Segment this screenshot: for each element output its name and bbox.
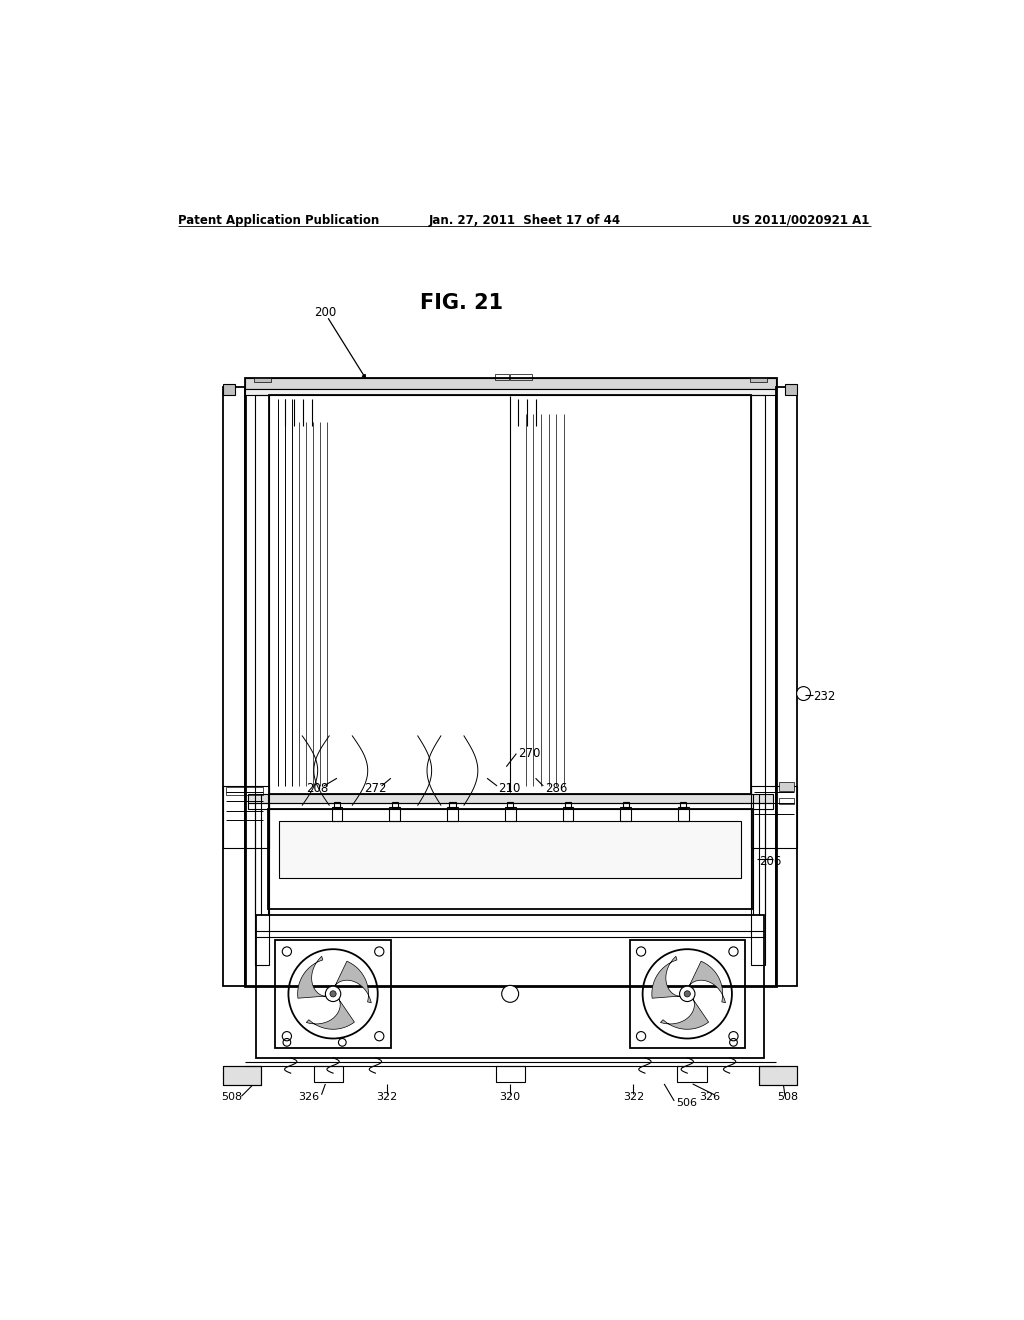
Polygon shape [298,956,330,998]
Text: US 2011/0020921 A1: US 2011/0020921 A1 [732,214,869,227]
Bar [256,915,764,1057]
Circle shape [680,986,695,1002]
Bar [779,781,795,792]
Text: 326: 326 [698,1092,720,1102]
Bar [496,1067,525,1081]
Text: 326: 326 [298,1092,319,1102]
Circle shape [326,986,341,1002]
Bar [223,1067,261,1085]
Bar [779,797,795,804]
Text: 270: 270 [518,747,541,760]
Bar [759,1067,798,1085]
Text: FIG. 21: FIG. 21 [420,293,503,313]
Bar [245,378,776,388]
Text: Patent Application Publication: Patent Application Publication [178,214,380,227]
Bar [680,803,686,808]
Text: 232: 232 [813,689,836,702]
Text: 508: 508 [777,1092,799,1102]
Bar [332,807,342,821]
Text: 508: 508 [221,1092,243,1102]
Bar [255,395,269,965]
Bar [562,807,573,821]
Bar [450,803,456,808]
Bar [280,821,741,878]
Bar [223,785,269,847]
Text: Jan. 27, 2011  Sheet 17 of 44: Jan. 27, 2011 Sheet 17 of 44 [429,214,621,227]
Bar [507,803,513,808]
Bar [245,378,776,986]
Circle shape [684,991,690,997]
Polygon shape [652,956,684,998]
Bar [752,395,765,965]
Polygon shape [660,995,709,1030]
Polygon shape [687,961,726,1003]
Circle shape [330,991,336,997]
Bar [254,378,270,383]
Bar [621,807,631,821]
Bar [269,395,752,793]
Bar [630,940,745,1048]
Text: 272: 272 [364,781,386,795]
Bar [245,388,776,395]
Bar [334,803,340,808]
Bar [510,374,531,380]
Bar [267,809,753,909]
Bar [565,803,571,808]
Bar [776,387,798,986]
Text: 206: 206 [759,855,781,869]
Text: 208: 208 [306,781,329,795]
Bar [623,803,629,808]
Text: 320: 320 [500,1092,521,1102]
Bar [759,1067,798,1085]
Text: 322: 322 [377,1092,397,1102]
Bar [495,374,509,380]
Text: 200: 200 [313,306,336,319]
Bar [750,378,767,383]
Polygon shape [333,961,372,1003]
Text: 286: 286 [545,781,567,795]
Bar [223,387,245,986]
Bar [785,384,798,395]
Text: 322: 322 [623,1092,644,1102]
Bar [678,807,689,821]
Bar [505,807,515,821]
Bar [313,1067,343,1081]
Text: 210: 210 [499,781,521,795]
Bar [447,807,458,821]
Circle shape [797,686,810,701]
Bar [226,788,263,795]
Polygon shape [306,995,354,1030]
Bar [275,940,391,1048]
Circle shape [502,985,518,1002]
Bar [223,384,236,395]
Bar [248,793,773,803]
Bar [752,785,798,847]
Bar [677,1067,707,1081]
Bar [248,803,773,809]
Text: 506: 506 [676,1098,696,1107]
Bar [391,803,397,808]
Bar [389,807,400,821]
Bar [223,1067,261,1085]
